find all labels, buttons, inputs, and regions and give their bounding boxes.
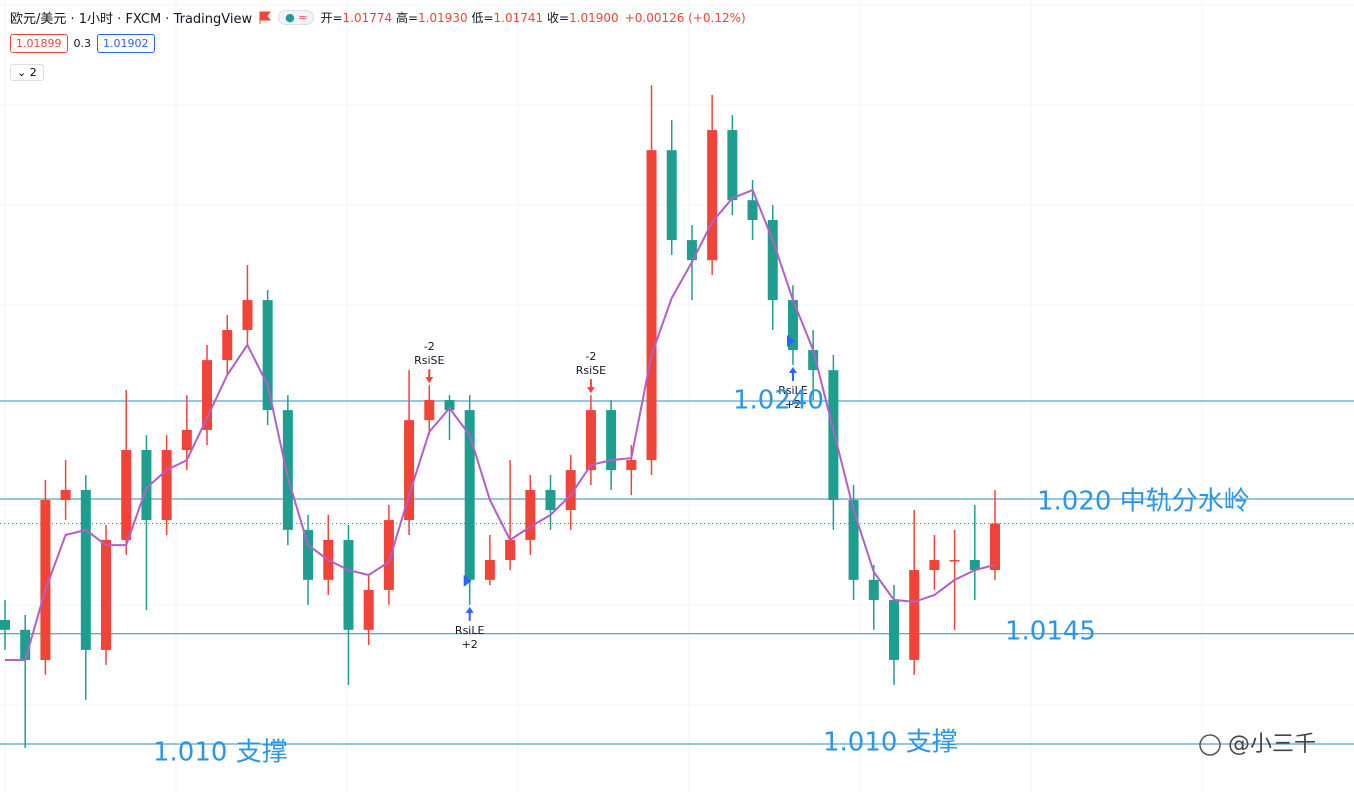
sell-arrow — [586, 379, 595, 394]
candle-body — [60, 489, 71, 500]
candle-body — [545, 489, 556, 511]
candle-body — [161, 450, 172, 521]
signal-qty: -2 — [585, 350, 596, 363]
sell-arrow — [425, 369, 434, 384]
candle-body — [464, 410, 475, 580]
watermark-logo — [1199, 734, 1221, 756]
candle-body — [606, 410, 617, 471]
candle-body — [747, 200, 758, 220]
candle-body — [585, 410, 596, 471]
candle-body — [404, 420, 415, 521]
ohlc-values: 开=1.01774 高=1.01930 低=1.01741 收=1.01900 — [320, 9, 618, 26]
candle-body — [787, 300, 798, 351]
signal-label: RsiSE — [576, 364, 606, 377]
candle-body — [424, 400, 435, 421]
level-annotation: 1.0240 — [733, 386, 824, 416]
header: 欧元/美元 · 1小时 · FXCM · TradingView ● ≈ 开=1… — [10, 8, 746, 27]
candle-body — [969, 560, 980, 571]
level-annotation: 1.020 中轨分水岭 — [1037, 487, 1250, 517]
candle-body — [202, 360, 213, 430]
level-annotation: 1.0145 — [1005, 617, 1096, 647]
candle-body — [141, 450, 152, 521]
candle-body — [262, 300, 273, 411]
candle-body — [80, 489, 91, 650]
indicator-count: 2 — [29, 66, 37, 79]
candle-body — [848, 499, 859, 580]
candle-body — [383, 520, 394, 590]
candle-body — [990, 523, 1000, 571]
candle-body — [868, 579, 879, 600]
symbol-title[interactable]: 欧元/美元 · 1小时 · FXCM · TradingView — [10, 12, 253, 27]
buy-marker — [463, 574, 472, 587]
buy-marker — [786, 335, 795, 348]
level-annotation: 1.010 支撑 — [823, 728, 958, 758]
signal-qty: +2 — [462, 638, 478, 651]
candle-body — [343, 539, 354, 630]
candle-body — [505, 539, 516, 561]
buy-arrow — [788, 367, 797, 382]
candle-body — [767, 219, 778, 301]
ohlc-label: 收= — [547, 11, 570, 25]
candle-body — [828, 370, 839, 500]
signal-label: RsiSE — [414, 354, 444, 367]
candle-body — [0, 620, 10, 630]
candle-body — [282, 410, 293, 530]
ohlc-value: 1.01900 — [569, 11, 619, 25]
moving-average — [5, 188, 996, 661]
candle-body — [303, 529, 314, 580]
candle-body — [222, 329, 233, 361]
ohlc-label: 低= — [471, 11, 494, 25]
change: +0.00126 (+0.12%) — [624, 10, 746, 25]
candle-body — [929, 560, 940, 571]
candle-body — [949, 560, 960, 562]
candle-body — [181, 429, 192, 451]
level-annotation: 1.010 支撑 — [153, 738, 288, 768]
signal-qty: +2 — [785, 398, 801, 411]
spread: 0.3 — [73, 37, 92, 50]
candle-body — [444, 400, 455, 411]
indicators-toggle[interactable]: ⌄ 2 — [10, 64, 44, 81]
candle-body — [808, 350, 819, 371]
candle-body — [909, 570, 920, 660]
ask-button[interactable]: 1.01902 — [97, 34, 155, 53]
quote-row: 1.01899 0.3 1.01902 — [10, 34, 155, 53]
candle-body — [565, 470, 576, 511]
candle-body — [666, 150, 677, 241]
candle-body — [20, 629, 31, 660]
candle-body — [101, 539, 112, 650]
candle-body — [40, 499, 51, 660]
flag-icon[interactable] — [258, 11, 272, 25]
candle-body — [686, 240, 697, 261]
ohlc-label: 高= — [395, 11, 419, 25]
candle-body — [646, 150, 657, 461]
signal-label: RsiLE — [778, 384, 808, 397]
ohlc-value: 1.01741 — [493, 11, 544, 25]
candle-body — [525, 489, 536, 540]
signal-qty: -2 — [424, 340, 435, 353]
ohlc-value: 1.01774 — [342, 11, 393, 25]
signal-label: RsiLE — [455, 624, 485, 637]
candle-body — [484, 560, 495, 580]
candle-body — [888, 599, 899, 660]
candle-body — [727, 130, 738, 201]
watermark: @小三千 — [1228, 732, 1316, 757]
ohlc-label: 开= — [320, 11, 343, 25]
candle-body — [626, 460, 637, 471]
candle-body — [121, 450, 132, 540]
candle-body — [363, 589, 374, 630]
bid-button[interactable]: 1.01899 — [10, 34, 68, 53]
candle-body — [242, 300, 253, 330]
buy-arrow — [465, 606, 474, 621]
status-pill[interactable]: ● ≈ — [278, 10, 315, 25]
ohlc-value: 1.01930 — [418, 11, 468, 25]
candle-body — [707, 130, 718, 261]
